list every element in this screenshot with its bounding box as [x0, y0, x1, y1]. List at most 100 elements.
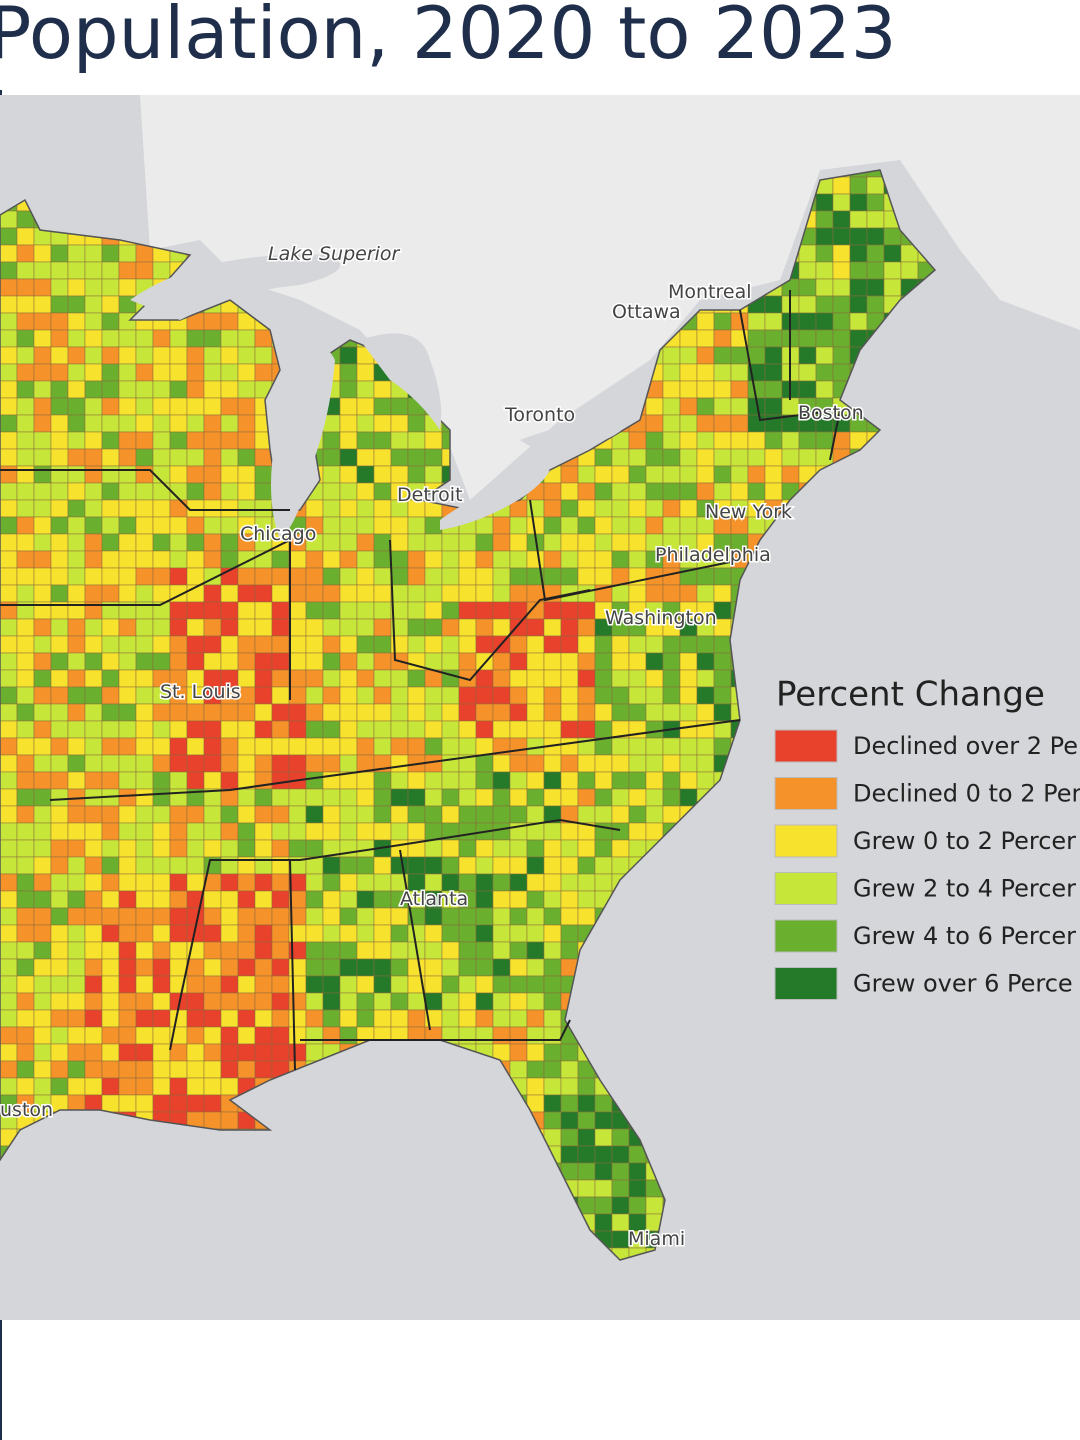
county [543, 822, 562, 841]
county [67, 992, 86, 1011]
county [220, 465, 239, 484]
county [798, 448, 817, 467]
county [67, 1026, 86, 1045]
county [543, 941, 562, 960]
county [543, 1043, 562, 1062]
county [679, 788, 698, 807]
county [441, 618, 460, 637]
county [0, 652, 18, 671]
county [662, 431, 681, 450]
county [390, 465, 409, 484]
county [118, 924, 137, 943]
county [645, 788, 664, 807]
county [339, 890, 358, 909]
county [594, 448, 613, 467]
county [798, 380, 817, 399]
county [339, 686, 358, 705]
county [679, 686, 698, 705]
county [526, 890, 545, 909]
county [662, 754, 681, 773]
county [611, 703, 630, 722]
county [220, 533, 239, 552]
county [135, 363, 154, 382]
county [33, 618, 52, 637]
county [730, 448, 749, 467]
county [356, 907, 375, 926]
county [441, 1009, 460, 1028]
county [135, 1060, 154, 1079]
county [203, 312, 222, 331]
county [118, 1043, 137, 1062]
county [84, 533, 103, 552]
county [577, 482, 596, 501]
county [645, 448, 664, 467]
county [271, 669, 290, 688]
county [407, 771, 426, 790]
county [356, 703, 375, 722]
county [84, 992, 103, 1011]
county [645, 414, 664, 433]
county [509, 1060, 528, 1079]
county [339, 380, 358, 399]
county [220, 788, 239, 807]
county [662, 516, 681, 535]
county [662, 669, 681, 688]
county [135, 1094, 154, 1113]
county [203, 1009, 222, 1028]
county [492, 805, 511, 824]
county [135, 448, 154, 467]
county [203, 771, 222, 790]
county [118, 1060, 137, 1079]
county [50, 839, 69, 858]
county [594, 1145, 613, 1164]
county [118, 669, 137, 688]
county [16, 975, 35, 994]
county [152, 380, 171, 399]
county [0, 856, 18, 875]
county [322, 584, 341, 603]
county [543, 1026, 562, 1045]
city-label: Detroit [397, 484, 463, 506]
county [339, 533, 358, 552]
county [305, 907, 324, 926]
county [339, 618, 358, 637]
county [67, 975, 86, 994]
county [543, 754, 562, 773]
county [475, 890, 494, 909]
county [203, 533, 222, 552]
county [322, 754, 341, 773]
county [696, 312, 715, 331]
county [458, 635, 477, 654]
county [679, 414, 698, 433]
county [67, 533, 86, 552]
county [475, 856, 494, 875]
county [577, 754, 596, 773]
county [67, 516, 86, 535]
county [594, 856, 613, 875]
county [798, 261, 817, 280]
county [84, 618, 103, 637]
county [492, 754, 511, 773]
county [254, 465, 273, 484]
county [220, 363, 239, 382]
county [679, 652, 698, 671]
county [186, 346, 205, 365]
county [424, 771, 443, 790]
county [220, 720, 239, 739]
county [271, 601, 290, 620]
county [322, 737, 341, 756]
legend-swatch [774, 919, 838, 953]
county [50, 771, 69, 790]
county [339, 431, 358, 450]
county [135, 703, 154, 722]
county [16, 516, 35, 535]
county [203, 720, 222, 739]
county [441, 720, 460, 739]
county [679, 465, 698, 484]
county [747, 465, 766, 484]
county [84, 414, 103, 433]
county [0, 1009, 18, 1028]
county [628, 686, 647, 705]
county [220, 380, 239, 399]
